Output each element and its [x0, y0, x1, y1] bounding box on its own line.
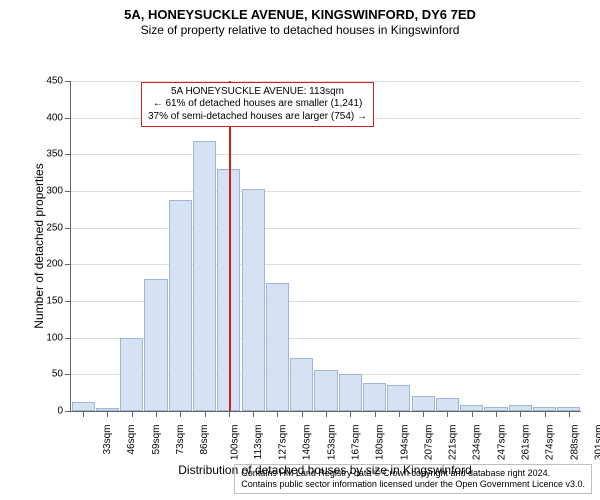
xtick	[472, 411, 473, 417]
footer-line: Contains HM Land Registry data © Crown c…	[241, 468, 585, 479]
xtick	[350, 411, 351, 417]
bar	[363, 383, 386, 411]
annotation-line: 37% of semi-detached houses are larger (…	[148, 111, 367, 124]
gridline-h	[71, 264, 581, 265]
xtick-label: 247sqm	[496, 424, 507, 460]
xtick	[205, 411, 206, 417]
annotation-line: 5A HONEYSUCKLE AVENUE: 113sqm	[148, 86, 367, 99]
xtick-label: 274sqm	[545, 424, 556, 460]
bar	[314, 370, 337, 411]
reference-line	[229, 81, 231, 411]
xtick-label: 221sqm	[448, 424, 459, 460]
chart-container: 5A, HONEYSUCKLE AVENUE, KINGSWINFORD, DY…	[8, 8, 592, 492]
bar	[144, 279, 167, 411]
xtick-label: 301sqm	[593, 424, 600, 460]
ytick-label: 400	[46, 112, 71, 123]
xtick-label: 234sqm	[472, 424, 483, 460]
xtick	[423, 411, 424, 417]
xtick	[569, 411, 570, 417]
xtick-label: 180sqm	[375, 424, 386, 460]
bar	[266, 283, 289, 411]
bar	[72, 402, 95, 411]
bar	[387, 385, 410, 411]
xtick-label: 100sqm	[229, 424, 240, 460]
xtick-label: 73sqm	[175, 424, 186, 454]
xtick-label: 59sqm	[151, 424, 162, 454]
bar	[193, 141, 216, 411]
gridline-h	[71, 228, 581, 229]
xtick	[520, 411, 521, 417]
plot-area: 05010015020025030035040045033sqm46sqm59s…	[70, 81, 581, 412]
xtick-label: 194sqm	[399, 424, 410, 460]
xtick-label: 207sqm	[423, 424, 434, 460]
xtick	[326, 411, 327, 417]
ytick-label: 0	[57, 405, 71, 416]
ytick-label: 100	[46, 332, 71, 343]
xtick	[180, 411, 181, 417]
xtick	[399, 411, 400, 417]
xtick	[132, 411, 133, 417]
xtick	[375, 411, 376, 417]
xtick-label: 33sqm	[102, 424, 113, 454]
bar	[436, 398, 459, 411]
xtick	[496, 411, 497, 417]
xtick	[545, 411, 546, 417]
gridline-h	[71, 191, 581, 192]
bar	[339, 374, 362, 411]
xtick	[83, 411, 84, 417]
xtick	[253, 411, 254, 417]
bar	[412, 396, 435, 411]
chart-title: 5A, HONEYSUCKLE AVENUE, KINGSWINFORD, DY…	[8, 8, 592, 23]
footer-attribution: Contains HM Land Registry data © Crown c…	[234, 464, 592, 495]
ytick-label: 450	[46, 75, 71, 86]
xtick	[447, 411, 448, 417]
xtick-label: 261sqm	[521, 424, 532, 460]
ytick-label: 250	[46, 222, 71, 233]
annotation-box: 5A HONEYSUCKLE AVENUE: 113sqm← 61% of de…	[141, 82, 374, 128]
y-axis-label: Number of detached properties	[32, 81, 46, 411]
xtick-label: 153sqm	[326, 424, 337, 460]
ytick-label: 300	[46, 185, 71, 196]
ytick-label: 200	[46, 259, 71, 270]
xtick-label: 127sqm	[278, 424, 289, 460]
xtick	[107, 411, 108, 417]
xtick	[302, 411, 303, 417]
bar	[290, 358, 313, 411]
ytick-label: 350	[46, 149, 71, 160]
ytick-label: 50	[52, 369, 71, 380]
footer-line: Contains public sector information licen…	[241, 479, 585, 490]
bar	[120, 338, 143, 411]
xtick-label: 46sqm	[126, 424, 137, 454]
xtick	[277, 411, 278, 417]
gridline-h	[71, 154, 581, 155]
chart-subtitle: Size of property relative to detached ho…	[8, 23, 592, 37]
xtick	[156, 411, 157, 417]
xtick-label: 167sqm	[351, 424, 362, 460]
annotation-line: ← 61% of detached houses are smaller (1,…	[148, 98, 367, 111]
bar	[169, 200, 192, 411]
xtick-label: 140sqm	[302, 424, 313, 460]
xtick-label: 113sqm	[253, 424, 264, 459]
xtick-label: 86sqm	[199, 424, 210, 454]
bar	[242, 189, 265, 411]
ytick-label: 150	[46, 295, 71, 306]
xtick-label: 288sqm	[569, 424, 580, 460]
xtick	[229, 411, 230, 417]
